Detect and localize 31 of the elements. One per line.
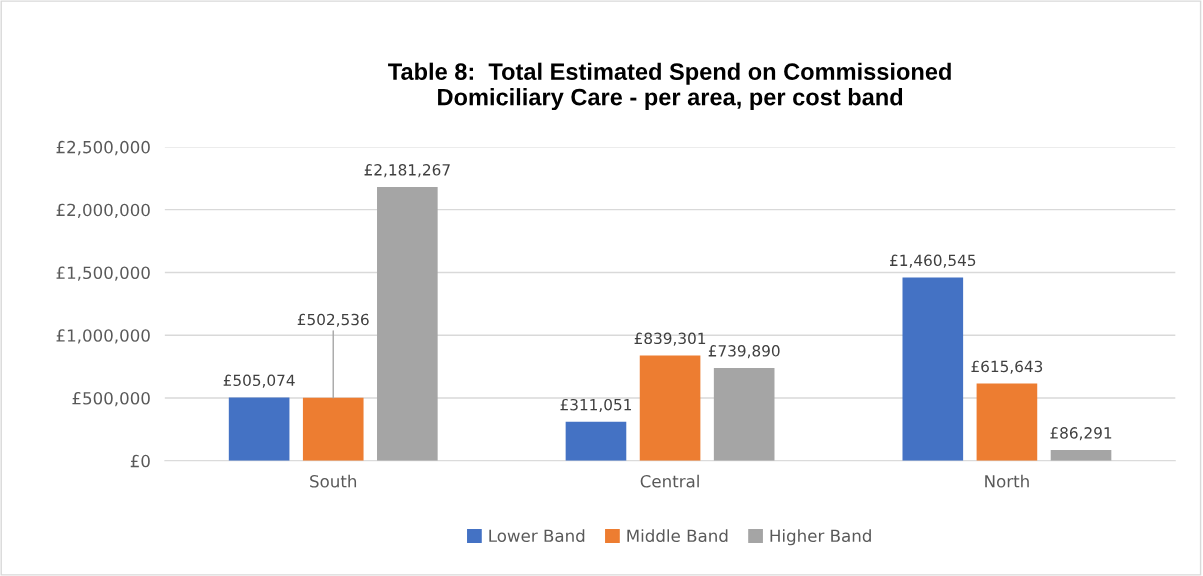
- data-label: £502,536: [297, 313, 369, 327]
- bar: [228, 397, 290, 461]
- chart-title: Table 8: Total Estimated Spend on Commissioned Domiciliary Care - per area, per cost band: [388, 62, 951, 111]
- bar: [713, 367, 775, 461]
- y-tick-label: £2,000,000: [56, 203, 150, 218]
- data-label: £739,890: [708, 345, 780, 359]
- bar: [302, 397, 364, 461]
- y-tick-label: £2,500,000: [56, 140, 150, 156]
- x-tick-label: North: [985, 474, 1029, 488]
- x-tick-label: Central: [640, 474, 699, 488]
- data-label: £1,460,545: [890, 254, 976, 268]
- data-label: £839,301: [634, 332, 706, 346]
- y-tick-label: £500,000: [72, 391, 150, 407]
- bar: [976, 383, 1038, 461]
- bar: [377, 186, 438, 461]
- legend-label: Higher Band: [770, 529, 871, 546]
- bar: [639, 355, 701, 461]
- bar: [565, 421, 627, 461]
- legend-label: Middle Band: [627, 529, 728, 543]
- data-label: £86,291: [1050, 427, 1112, 441]
- y-tick-label: £0: [130, 454, 150, 468]
- y-tick-label: £1,500,000: [56, 266, 150, 281]
- data-label: £615,643: [971, 360, 1043, 374]
- data-label: £311,051: [560, 398, 631, 413]
- y-tick-label: £1,000,000: [56, 329, 150, 344]
- data-label: £505,074: [223, 374, 295, 388]
- data-label: £2,181,267: [364, 164, 450, 178]
- x-tick-label: South: [310, 474, 357, 488]
- legend-label: Lower Band: [489, 529, 585, 543]
- bar: [1050, 449, 1112, 461]
- bar: [902, 277, 964, 461]
